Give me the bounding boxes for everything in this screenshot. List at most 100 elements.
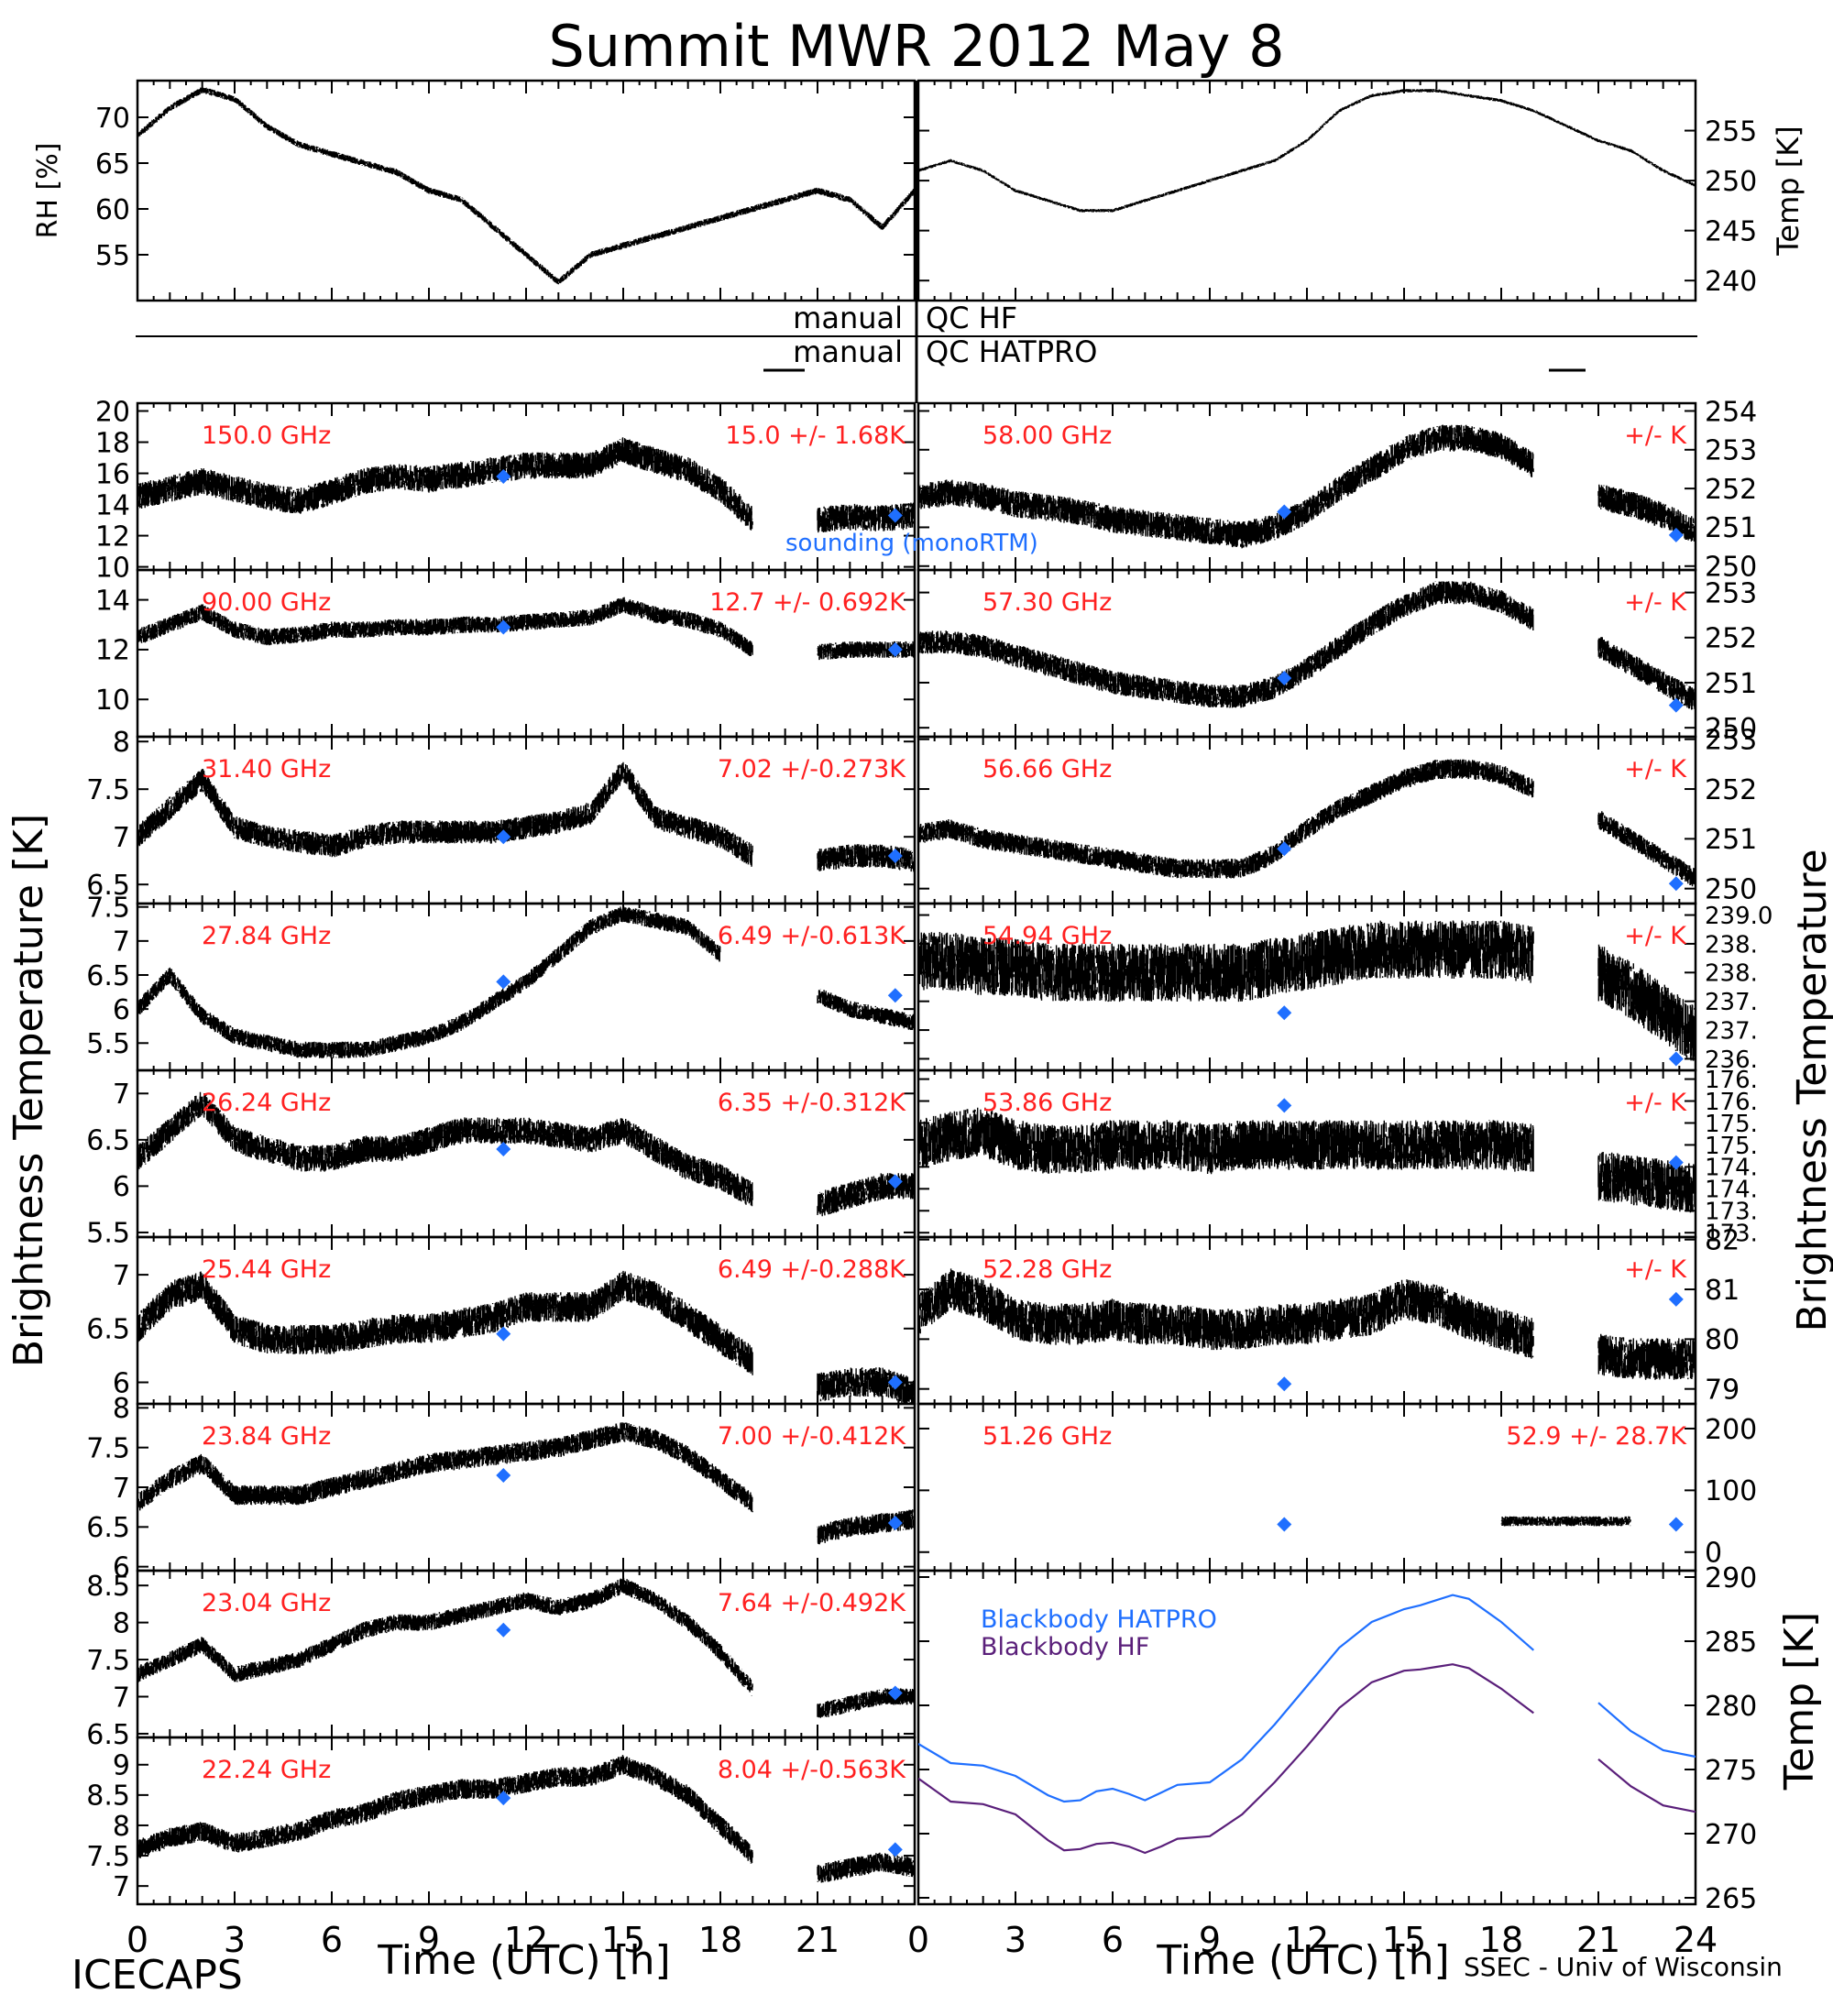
channel-label: 23.04 GHz bbox=[202, 1589, 331, 1617]
y-tick-label: 250 bbox=[1705, 552, 1757, 584]
y-tick-label: 7.5 bbox=[86, 1645, 130, 1677]
channel-stat: 6.35 +/-0.312K bbox=[718, 1089, 906, 1117]
qc-hf-label-left: manual bbox=[793, 301, 903, 335]
panel-ch2544: 6 6.5 7 25.44 GHz 6.49 +/-0.288K bbox=[86, 1235, 916, 1406]
y-tick-label: 253 bbox=[1705, 725, 1757, 757]
channel-stat: +/- K bbox=[1624, 1255, 1687, 1284]
y-tick-label: 79 bbox=[1705, 1375, 1740, 1407]
sounding-marker bbox=[887, 988, 903, 1003]
channel-label: 23.84 GHz bbox=[202, 1422, 331, 1451]
y-tick-label: 80 bbox=[1705, 1324, 1740, 1356]
sounding-marker bbox=[1668, 876, 1684, 892]
channel-stat: +/- K bbox=[1624, 588, 1687, 617]
channel-stat: +/- K bbox=[1624, 922, 1687, 950]
channel-label: 25.44 GHz bbox=[202, 1255, 331, 1284]
panel-ch5228: 79 80 81 82 52.28 GHz +/- K bbox=[916, 1225, 1740, 1407]
x-tick-label: 12 bbox=[1285, 1920, 1329, 1960]
y-tick-label: 70 bbox=[95, 103, 130, 135]
y-tick-label: 6.5 bbox=[86, 1125, 130, 1157]
y-tick-label: 175. bbox=[1705, 1111, 1758, 1138]
x-tick-label: 0 bbox=[907, 1920, 929, 1960]
y-tick-label: 7 bbox=[113, 1871, 130, 1903]
y-tick-label: 238. bbox=[1705, 960, 1758, 988]
page-title: Summit MWR 2012 May 8 bbox=[548, 13, 1284, 80]
sounding-marker bbox=[1277, 1098, 1292, 1113]
y-tick-label: 253 bbox=[1705, 577, 1757, 609]
x-tick-label: 9 bbox=[1199, 1920, 1221, 1960]
y-tick-label: 7 bbox=[113, 1473, 130, 1505]
y-tick-label: 60 bbox=[95, 194, 130, 226]
y-tick-label: 270 bbox=[1705, 1819, 1757, 1851]
channel-label: 27.84 GHz bbox=[202, 922, 331, 950]
x-tick-label: 24 bbox=[1674, 1920, 1718, 1960]
y-tick-label: 176. bbox=[1705, 1089, 1758, 1116]
sounding-marker bbox=[1668, 1291, 1684, 1307]
panel-blackbody: 265 270 275 280 285 290 Blackbody HATPROBlackb… bbox=[916, 1562, 1823, 1915]
series-line-ch9000 bbox=[137, 597, 915, 661]
channel-label: 150.0 GHz bbox=[202, 422, 331, 450]
y-tick-label: 20 bbox=[95, 396, 130, 428]
series-line-ch5386 bbox=[918, 1107, 1696, 1213]
channel-label: 58.00 GHz bbox=[982, 422, 1112, 450]
y-tick-label: 18 bbox=[95, 427, 130, 459]
y-tick-label: 81 bbox=[1705, 1275, 1740, 1307]
sounding-marker bbox=[1668, 697, 1684, 713]
panel-ch5494: 236.237.237.238.238.239.054.94 GHz +/- K bbox=[916, 902, 1773, 1074]
y-tick-label: 6 bbox=[113, 1367, 130, 1399]
sounding-marker bbox=[496, 619, 511, 635]
y-tick-label: 173. bbox=[1705, 1221, 1758, 1248]
y-tick-label: 10 bbox=[95, 685, 130, 717]
panel-ch2624: 5.5 6 6.5 7 26.24 GHz 6.35 +/-0.312K bbox=[86, 1068, 916, 1250]
y-tick-label: 8 bbox=[113, 1607, 130, 1639]
y-tick-label: 7.5 bbox=[86, 893, 130, 925]
y-tick-label: 251 bbox=[1705, 824, 1757, 856]
panel-ch2224: 77.588.59 22.24 GHz 8.04 +/-0.563K bbox=[86, 1736, 916, 1906]
legend-blackbody-hatpro: Blackbody HATPRO bbox=[981, 1605, 1217, 1634]
left-x-axis-title: Time (UTC) [h] bbox=[377, 1937, 670, 1984]
sounding-marker bbox=[887, 1174, 903, 1189]
channel-stat: 8.04 +/-0.563K bbox=[718, 1756, 906, 1784]
y-tick-label: 7 bbox=[113, 1682, 130, 1714]
sounding-marker bbox=[887, 641, 903, 657]
sounding-marker bbox=[1277, 671, 1292, 686]
y-tick-label: 6.5 bbox=[86, 1719, 130, 1751]
y-tick-label: 200 bbox=[1705, 1414, 1757, 1446]
y-tick-label: 174. bbox=[1705, 1177, 1758, 1204]
y-tick-label: 8.5 bbox=[86, 1780, 130, 1813]
channel-stat: +/- K bbox=[1624, 755, 1687, 783]
sounding-marker bbox=[496, 468, 511, 484]
y-tick-label: 7.5 bbox=[86, 1432, 130, 1464]
series-line-ch150 bbox=[137, 437, 915, 533]
panel-temp: 240 245 250 255 Temp [K] bbox=[916, 79, 1806, 302]
y-tick-label: 176. bbox=[1705, 1067, 1758, 1094]
y-tick-label: 254 bbox=[1705, 396, 1757, 428]
panel-ch5126: 0 100 200 51.26 GHz 52.9 +/- 28.7K bbox=[916, 1402, 1757, 1572]
series-line-ch2544 bbox=[137, 1270, 915, 1404]
series-line-ch5730 bbox=[918, 581, 1696, 711]
sounding-marker bbox=[1668, 1517, 1684, 1532]
panel-ch2784: 5.566.577.5 27.84 GHz 6.49 +/-0.613K bbox=[86, 893, 916, 1072]
sounding-legend: sounding (monoRTM) bbox=[785, 530, 1038, 557]
channel-label: 26.24 GHz bbox=[202, 1089, 331, 1117]
sounding-marker bbox=[1668, 1051, 1684, 1067]
sounding-marker bbox=[887, 508, 903, 523]
y-tick-label: 5.5 bbox=[86, 1218, 130, 1250]
y-tick-label: 253 bbox=[1705, 435, 1757, 467]
panel-ch3140: 6.5 7 7.5 8 31.40 GHz 7.02 +/-0.273K bbox=[86, 727, 916, 905]
y-tick-label: 275 bbox=[1705, 1755, 1757, 1787]
y-tick-label: 12 bbox=[95, 635, 130, 667]
y-tick-label: 6.5 bbox=[86, 1314, 130, 1346]
x-tick-label: 3 bbox=[224, 1920, 246, 1960]
sounding-marker bbox=[496, 1622, 511, 1638]
channel-stat: 12.7 +/- 0.692K bbox=[709, 588, 906, 617]
rh-axis-label: RH [%] bbox=[32, 143, 64, 239]
y-tick-label: 7 bbox=[113, 822, 130, 854]
legend-blackbody-hf: Blackbody HF bbox=[981, 1633, 1149, 1661]
y-tick-label: 251 bbox=[1705, 512, 1757, 544]
x-tick-label: 15 bbox=[1382, 1920, 1426, 1960]
y-tick-label: 100 bbox=[1705, 1475, 1757, 1507]
x-tick-label: 12 bbox=[504, 1920, 548, 1960]
channel-stat: +/- K bbox=[1624, 1089, 1687, 1117]
y-tick-label: 7 bbox=[113, 1260, 130, 1292]
